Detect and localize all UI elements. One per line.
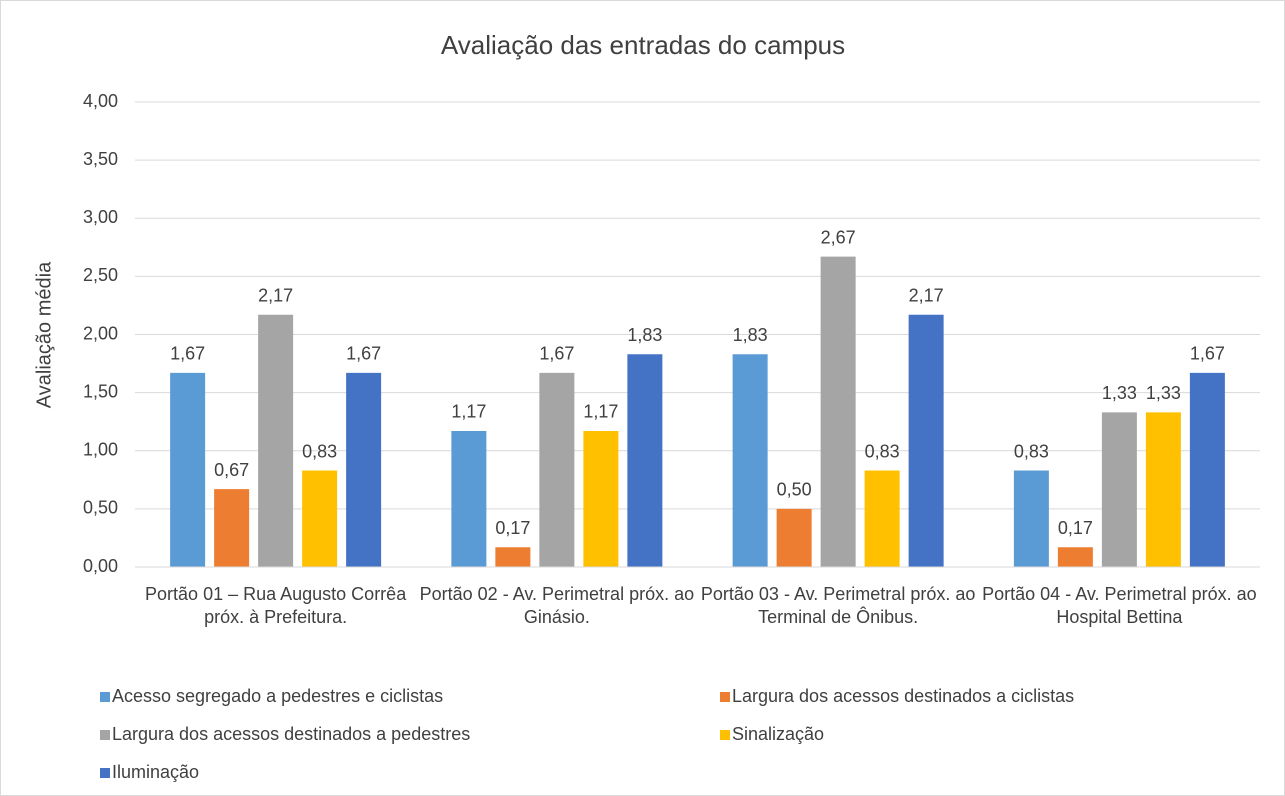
data-label: 1,33	[1102, 383, 1137, 403]
legend-label: Largura dos acessos destinados a ciclist…	[732, 686, 1074, 706]
legend-label: Sinalização	[732, 724, 824, 744]
bar	[820, 256, 856, 567]
data-label: 1,67	[539, 344, 574, 364]
data-label: 2,17	[258, 285, 293, 305]
y-tick-label: 3,00	[83, 207, 118, 227]
data-label: 0,17	[1058, 518, 1093, 538]
y-tick-label: 2,50	[83, 265, 118, 285]
data-label: 1,67	[346, 344, 381, 364]
data-label: 0,17	[495, 518, 530, 538]
x-tick-label: Portão 01 – Rua Augusto Corrêa próx. à P…	[145, 584, 407, 627]
y-tick-label: 3,50	[83, 149, 118, 169]
bar	[1013, 470, 1049, 567]
y-tick-label: 4,00	[83, 91, 118, 111]
legend-label: Largura dos acessos destinados a pedestr…	[112, 724, 470, 744]
legend-swatch	[720, 730, 730, 740]
data-label: 1,67	[1190, 344, 1225, 364]
data-label: 0,83	[1014, 441, 1049, 461]
x-tick-label: Portão 02 - Av. Perimetral próx. ao Giná…	[419, 584, 695, 627]
y-tick-label: 0,50	[83, 498, 118, 518]
data-label: 1,67	[170, 344, 205, 364]
bar	[864, 470, 900, 567]
bar	[495, 547, 531, 567]
bar	[258, 314, 294, 567]
bar	[214, 489, 250, 567]
data-label: 1,17	[583, 402, 618, 422]
y-tick-label: 2,00	[83, 323, 118, 343]
bar	[1057, 547, 1093, 567]
chart-title: Avaliação das entradas do campus	[441, 30, 845, 60]
bar	[776, 508, 812, 567]
data-label: 1,33	[1146, 383, 1181, 403]
bar	[732, 354, 768, 567]
y-tick-label: 0,00	[83, 556, 118, 576]
bar	[1189, 372, 1225, 567]
legend-swatch	[100, 692, 110, 702]
bar	[583, 430, 619, 567]
data-label: 2,17	[909, 285, 944, 305]
bar	[302, 470, 338, 567]
data-label: 0,83	[302, 441, 337, 461]
y-tick-label: 1,00	[83, 440, 118, 460]
legend-swatch	[100, 768, 110, 778]
data-label: 1,17	[451, 402, 486, 422]
x-tick-label: Portão 03 - Av. Perimetral próx. ao Term…	[700, 584, 976, 627]
bar	[908, 314, 944, 567]
data-label: 1,83	[733, 325, 768, 345]
y-tick-label: 1,50	[83, 381, 118, 401]
bar	[170, 372, 206, 567]
y-axis-label: Avaliação média	[33, 261, 55, 408]
data-label: 1,83	[627, 325, 662, 345]
legend-label: Acesso segregado a pedestres e ciclistas	[112, 686, 443, 706]
bar	[346, 372, 382, 567]
bar	[539, 372, 575, 567]
legend-swatch	[100, 730, 110, 740]
data-label: 2,67	[821, 227, 856, 247]
bar	[627, 354, 663, 567]
legend-label: Iluminação	[112, 762, 199, 782]
bar	[1145, 412, 1181, 567]
legend-swatch	[720, 692, 730, 702]
x-tick-label: Portão 04 - Av. Perimetral próx. ao Hosp…	[982, 584, 1257, 627]
bar	[1101, 412, 1137, 567]
data-label: 0,83	[865, 441, 900, 461]
data-label: 0,67	[214, 460, 249, 480]
bar	[451, 430, 487, 567]
data-label: 0,50	[777, 480, 812, 500]
